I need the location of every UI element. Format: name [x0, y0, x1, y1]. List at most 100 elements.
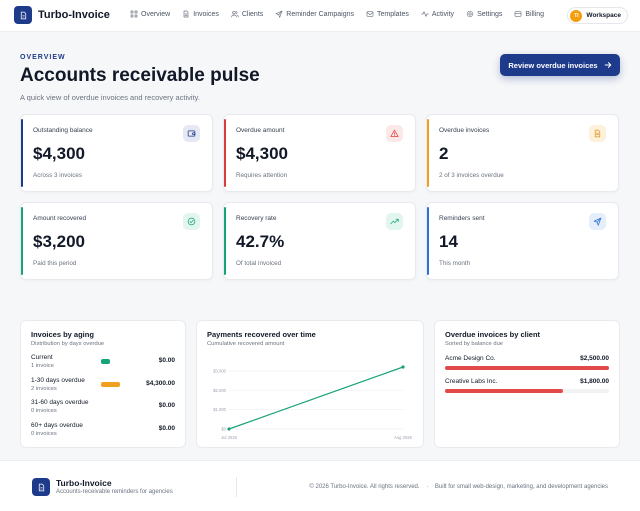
stat-card-amount-recovered: Amount recovered $3,200 Paid this period	[20, 202, 213, 280]
send-icon	[275, 10, 283, 18]
y-tick-label: $2,000	[213, 388, 226, 393]
footer-brand: Turbo-Invoice	[56, 478, 112, 488]
nav-item-activity[interactable]: Activity	[421, 10, 454, 18]
card-icon-badge	[589, 125, 606, 142]
arrow-right-icon	[604, 62, 611, 68]
warning-icon	[390, 129, 399, 137]
aging-list: Current 1 invoice $0.00 1-30 days overdue 2 …	[31, 354, 175, 444]
stat-card-outstanding-balance: Outstanding balance $4,300 Across 3 invoic…	[20, 114, 213, 192]
x-tick-label: Jul 2026	[221, 435, 238, 440]
card-label: Amount recovered	[33, 215, 87, 222]
nav-item-overview[interactable]: Overview	[130, 10, 170, 18]
footer-divider	[236, 477, 237, 497]
send-icon	[593, 217, 602, 226]
top-navbar: Turbo-Invoice Overview Invoices Clients Rem…	[0, 0, 640, 32]
aging-amount: $0.00	[158, 402, 175, 409]
stat-card-recovery-rate: Recovery rate 42.7% Of total invoiced	[223, 202, 416, 280]
invoice-icon	[594, 129, 601, 138]
aging-row: 60+ days overdue 0 invoices $0.00	[31, 422, 175, 445]
footer-meta: © 2026 Turbo-Invoice. All rights reserve…	[309, 484, 608, 490]
x-tick-label: Aug 2026	[394, 435, 413, 440]
card-note: This month	[439, 260, 471, 267]
nav-item-templates[interactable]: Templates	[366, 10, 409, 18]
aging-amount: $4,300.00	[146, 379, 175, 387]
nav-label: Reminder Campaigns	[286, 10, 354, 18]
page-header: OVERVIEW Accounts receivable pulse A qui…	[20, 54, 260, 102]
card-icon-badge	[589, 213, 606, 230]
data-point[interactable]	[401, 365, 405, 369]
nav-label: Overview	[141, 10, 171, 18]
nav-item-billing[interactable]: Billing	[514, 10, 544, 18]
aging-bar	[101, 381, 120, 387]
aging-count: 1 invoice	[31, 363, 54, 369]
footer-separator: ·	[426, 484, 429, 490]
data-point[interactable]	[227, 427, 231, 431]
y-tick-label: $1,000	[213, 407, 226, 412]
nav-label: Settings	[477, 10, 503, 18]
aging-bar	[101, 359, 110, 364]
review-overdue-label: Review overdue invoices	[508, 60, 598, 70]
aging-count: 2 invoices	[31, 385, 57, 392]
aging-amount: $0.00	[158, 424, 175, 432]
nav-item-reminder-campaigns[interactable]: Reminder Campaigns	[275, 10, 354, 18]
nav-item-settings[interactable]: Settings	[466, 10, 502, 18]
nav-label: Templates	[376, 10, 409, 18]
nav-item-invoices[interactable]: Invoices	[182, 10, 219, 18]
brand-name: Turbo-Invoice	[38, 9, 110, 21]
main-nav: Overview Invoices Clients Reminder Campaign…	[130, 10, 544, 18]
users-icon	[231, 11, 239, 18]
page-title: Accounts receivable pulse	[20, 65, 260, 86]
client-name: Acme Design Co.	[445, 355, 496, 362]
client-row: Acme Design Co. $2,500.00	[445, 355, 609, 370]
card-label: Outstanding balance	[33, 127, 93, 134]
card-icon-badge	[183, 125, 200, 142]
card-value: $4,300	[33, 144, 85, 163]
review-overdue-button[interactable]: Review overdue invoices	[500, 54, 620, 76]
stat-card-overdue-amount: Overdue amount $4,300 Requires attention	[223, 114, 416, 192]
panels: Invoices by aging Distribution by days o…	[20, 320, 620, 448]
client-amount: $1,800.00	[580, 378, 609, 385]
card-label: Overdue amount	[236, 127, 285, 134]
nav-label: Clients	[241, 10, 264, 18]
payments-panel: Payments recovered over time Cumulative …	[196, 320, 424, 448]
nav-label: Billing	[525, 10, 545, 18]
nav-label: Activity	[431, 10, 455, 18]
card-value: 2	[439, 144, 449, 163]
card-icon-badge	[386, 125, 403, 142]
aging-label: 1-30 days overdue	[31, 376, 85, 384]
trending-up-icon	[390, 218, 399, 225]
eyebrow: OVERVIEW	[20, 54, 66, 61]
activity-icon	[421, 11, 429, 17]
clients-subtitle: Sorted by balance due	[445, 341, 504, 347]
footer: Turbo-Invoice Accounts-receivable remind…	[0, 460, 640, 511]
brand[interactable]: Turbo-Invoice	[14, 6, 110, 24]
payments-title: Payments recovered over time	[207, 330, 316, 339]
stat-card-overdue-invoices: Overdue invoices 2 2 of 3 invoices overdue	[426, 114, 619, 192]
payments-chart: $0 $1,000 $2,000 $3,000 Jul 2026 Aug 2026	[213, 365, 413, 440]
clients-title: Overdue invoices by client	[445, 330, 541, 339]
credit-card-icon	[515, 11, 522, 17]
client-bar-track	[445, 366, 609, 370]
card-note: Across 3 invoices	[33, 172, 82, 179]
nav-label: Invoices	[193, 10, 219, 18]
card-label: Recovery rate	[236, 215, 277, 222]
aging-panel: Invoices by aging Distribution by days o…	[20, 320, 186, 448]
nav-item-clients[interactable]: Clients	[231, 10, 263, 18]
aging-amount: $0.00	[158, 357, 175, 364]
card-note: Requires attention	[236, 172, 288, 179]
workspace-switcher[interactable]: TI Workspace	[567, 7, 628, 24]
mail-icon	[366, 11, 374, 17]
y-tick-label: $0	[221, 427, 226, 432]
aging-count: 0 invoices	[31, 430, 57, 437]
card-value: 42.7%	[236, 232, 285, 251]
footer-copyright: © 2026 Turbo-Invoice. All rights reserve…	[309, 484, 420, 490]
aging-row: 1-30 days overdue 2 invoices $4,300.00	[31, 377, 175, 400]
check-circle-icon	[187, 217, 196, 226]
stat-cards: Outstanding balance $4,300 Across 3 invoic…	[20, 114, 620, 280]
card-icon-badge	[386, 213, 403, 230]
grid-icon	[130, 10, 138, 18]
workspace-label: Workspace	[586, 12, 621, 19]
aging-row: 31-60 days overdue 0 invoices $0.00	[31, 399, 175, 422]
wallet-icon	[187, 130, 196, 137]
footer-built-for: Built for small web-design, marketing, a…	[434, 484, 608, 490]
